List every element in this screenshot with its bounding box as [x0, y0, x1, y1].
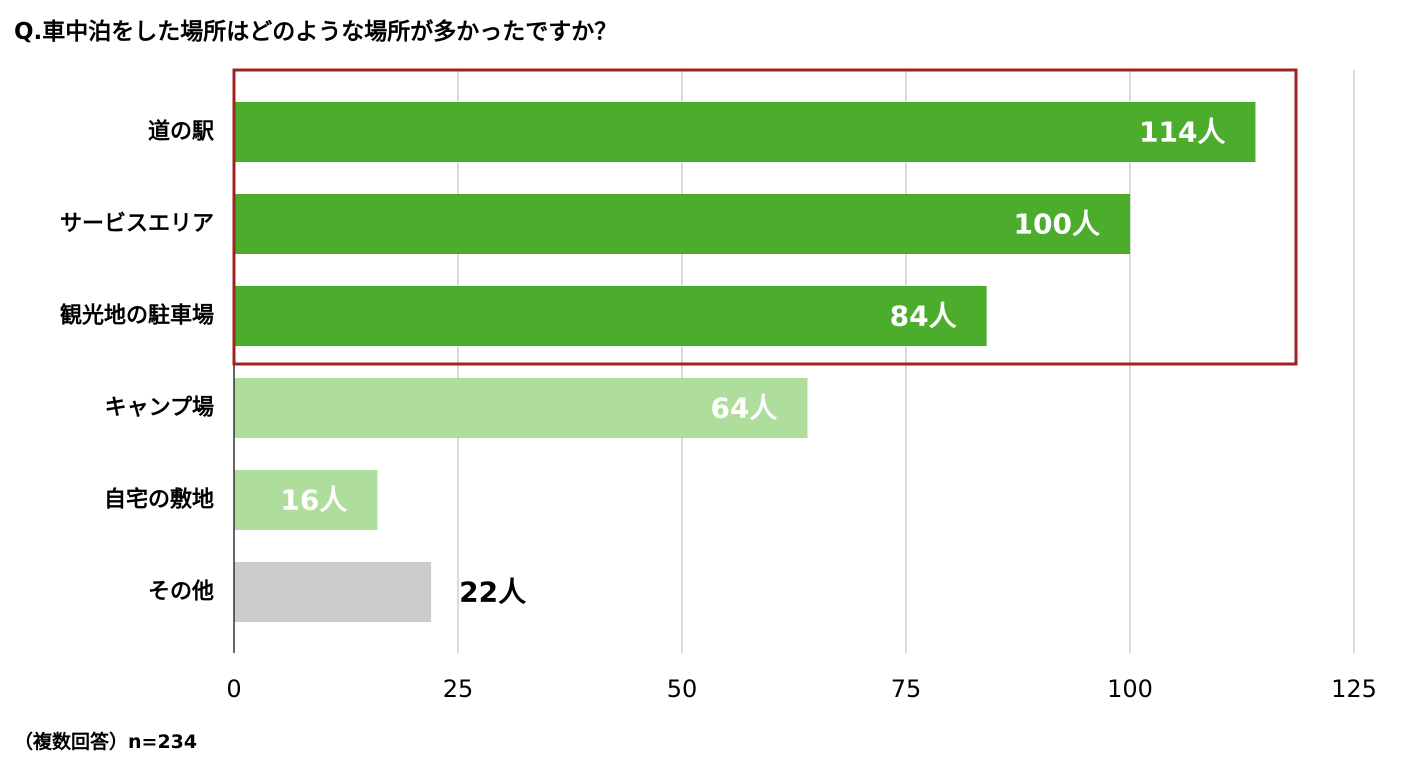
x-tick-label: 125 — [1331, 675, 1377, 703]
highlight-box — [232, 68, 1298, 366]
data-label: 84人 — [890, 300, 957, 333]
data-label: 64人 — [710, 392, 777, 425]
data-label: 16人 — [280, 484, 347, 517]
data-label: 100人 — [1014, 208, 1100, 241]
category-label: 道の駅 — [148, 119, 214, 145]
category-label: 観光地の駐車場 — [60, 303, 214, 329]
category-label: 自宅の敷地 — [104, 487, 214, 513]
sample-size-note: （複数回答）n=234 — [14, 731, 198, 753]
data-label: 22人 — [459, 576, 526, 609]
x-tick-label: 75 — [891, 675, 922, 703]
bar — [234, 102, 1256, 162]
x-tick-label: 25 — [443, 675, 474, 703]
category-label: サービスエリア — [60, 212, 214, 237]
data-label: 114人 — [1139, 116, 1225, 149]
bar — [234, 470, 378, 530]
category-label: キャンプ場 — [105, 396, 214, 421]
x-tick-label: 50 — [667, 675, 698, 703]
chart-title: Q.車中泊をした場所はどのような場所が多かったですか？ — [14, 19, 618, 45]
x-tick-label: 100 — [1107, 675, 1153, 703]
bar — [234, 194, 1130, 254]
category-label: その他 — [148, 580, 214, 605]
bar — [234, 286, 987, 346]
bar — [234, 562, 432, 622]
x-tick-label: 0 — [226, 675, 241, 703]
bar — [234, 378, 808, 438]
